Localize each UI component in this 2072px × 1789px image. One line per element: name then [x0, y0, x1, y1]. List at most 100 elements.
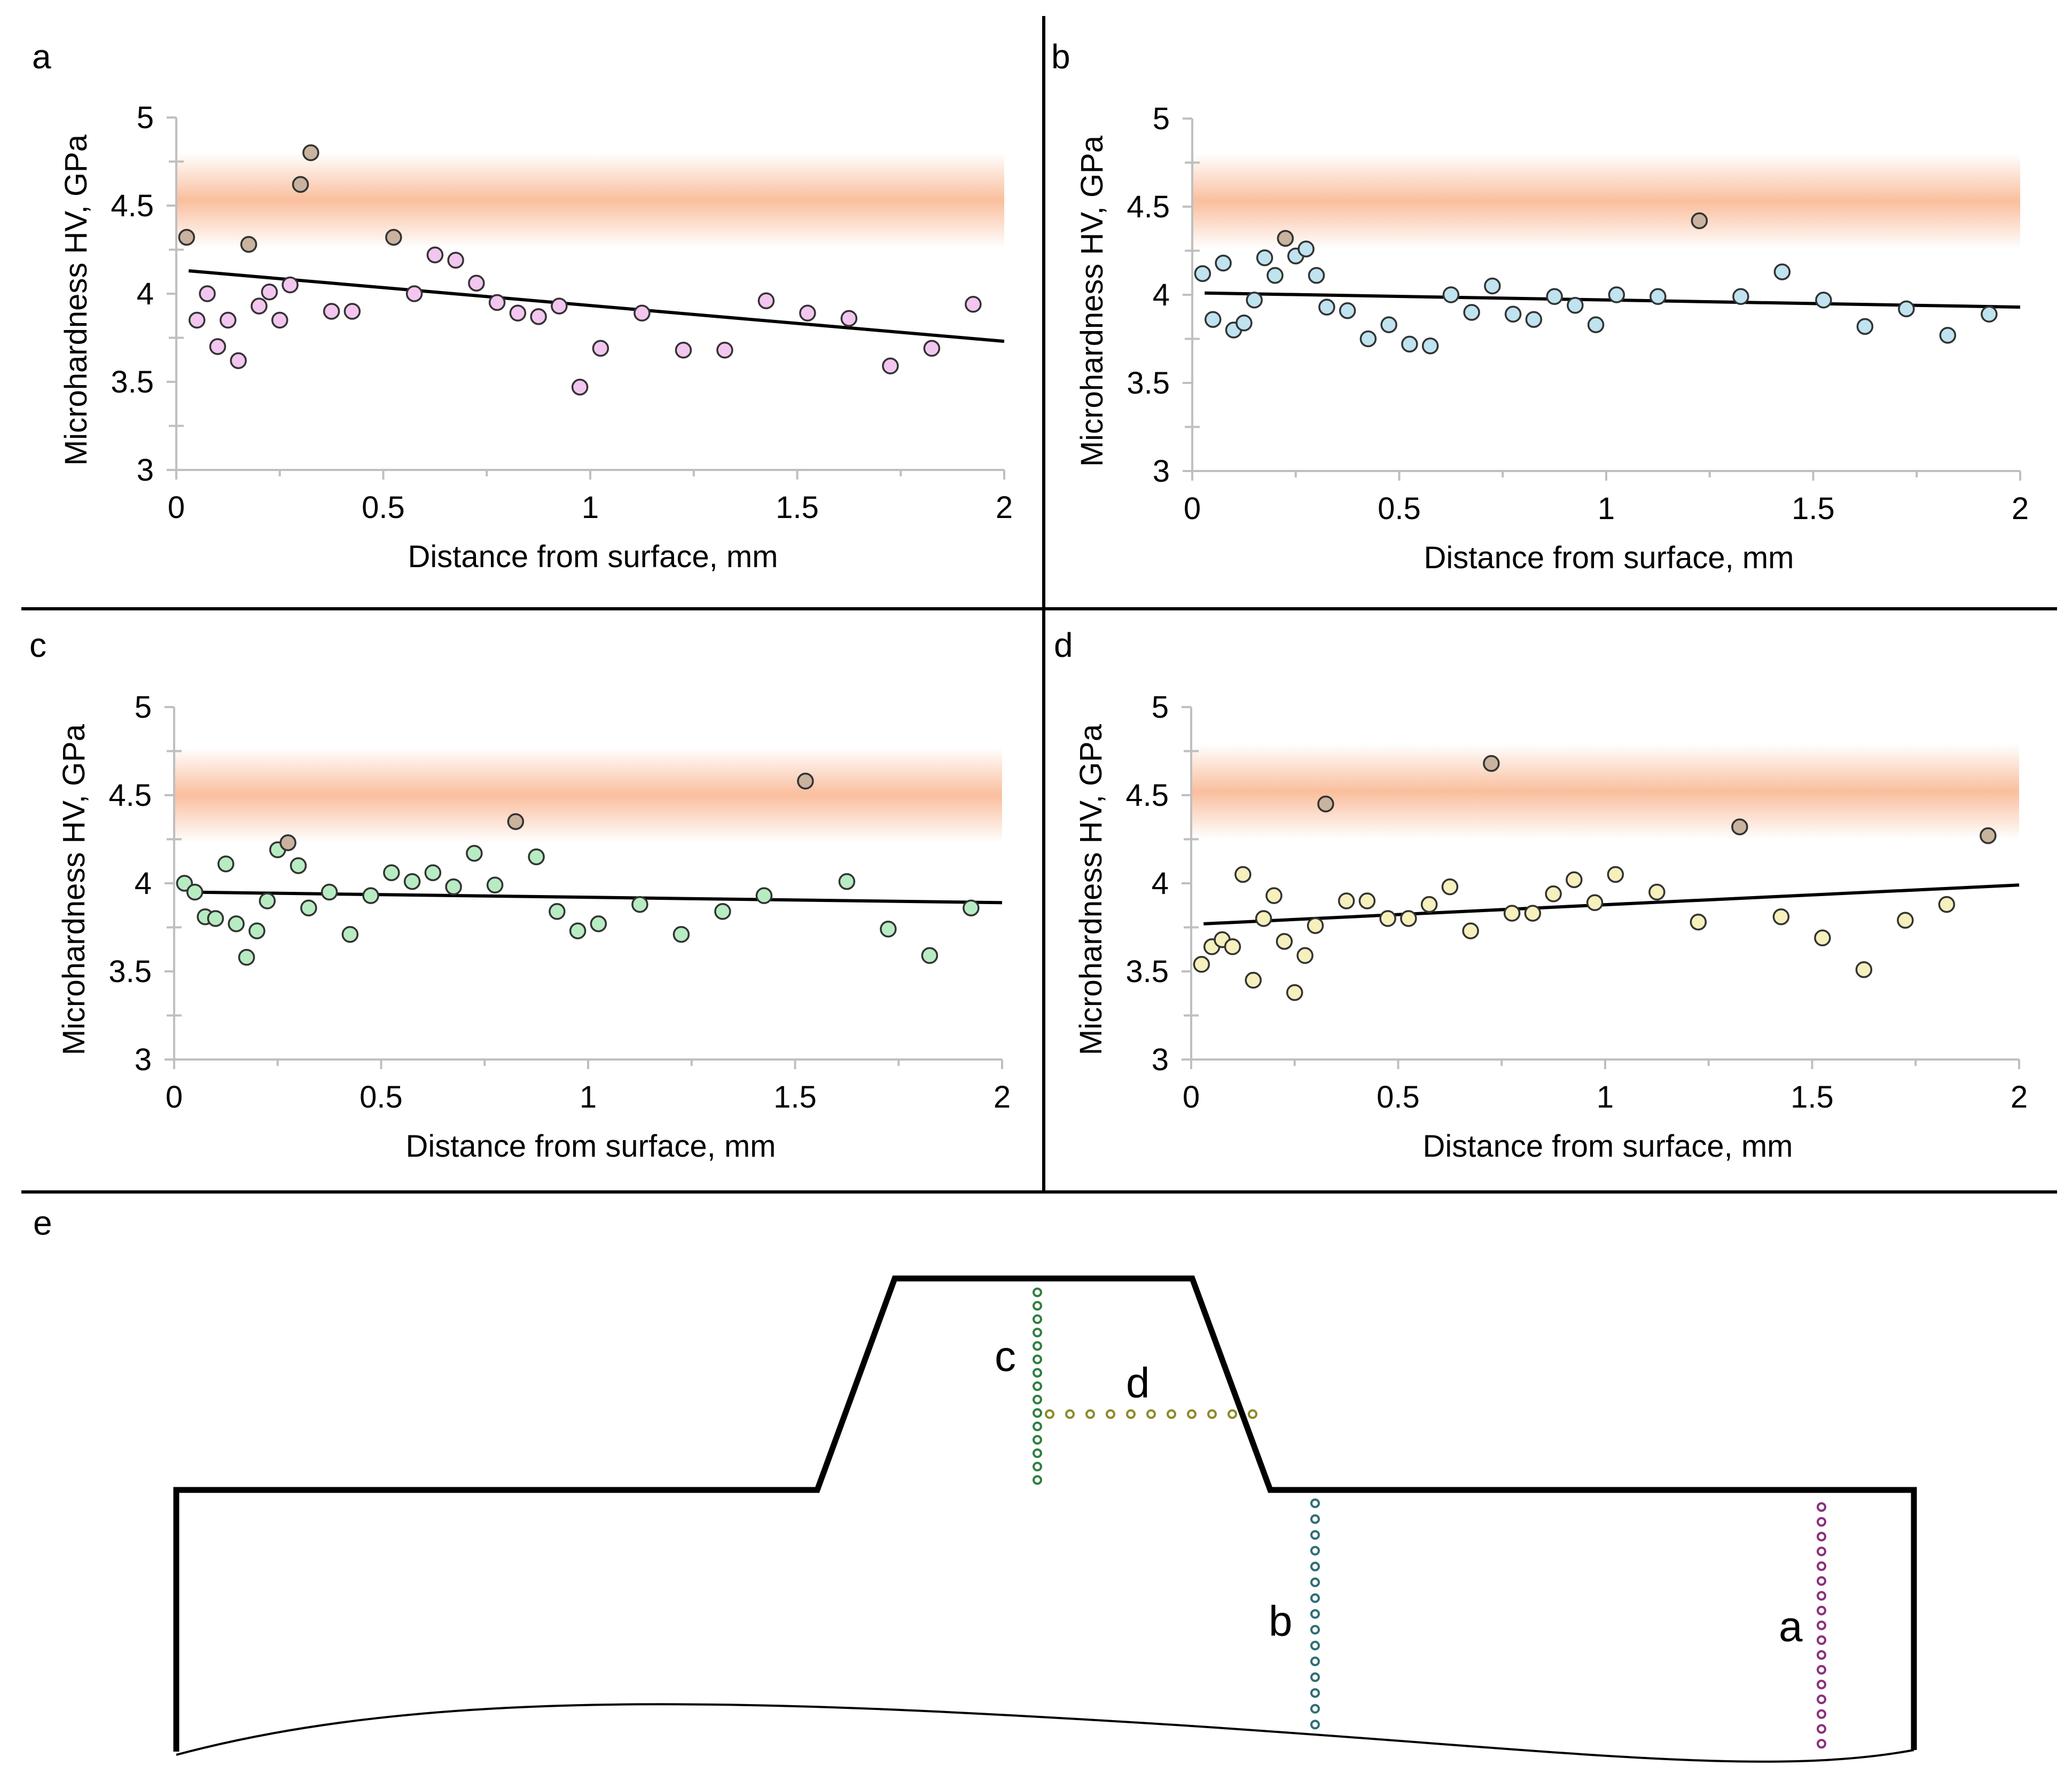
data-point	[923, 340, 941, 357]
data-point	[1503, 905, 1521, 922]
data-point	[592, 340, 609, 357]
y-axis-title: Microhardness HV, GPa	[57, 724, 91, 1055]
data-point	[1898, 300, 1915, 318]
data-point	[1608, 286, 1625, 303]
panel-letter-c: c	[29, 626, 46, 664]
data-point	[1379, 910, 1396, 927]
indent-dot	[1817, 1502, 1826, 1512]
data-point	[1566, 871, 1583, 889]
data-point	[528, 848, 545, 866]
indent-line-d	[1045, 1409, 1257, 1419]
indent-dot	[1817, 1576, 1826, 1586]
data-point	[1277, 230, 1294, 247]
indent-dot	[1310, 1672, 1320, 1682]
y-tick-label: 4.5	[1125, 778, 1169, 813]
data-point	[1524, 905, 1542, 922]
data-point	[571, 379, 589, 396]
x-tick-label: 1	[580, 1080, 597, 1115]
indent-dot	[1310, 1609, 1320, 1619]
data-point	[880, 921, 897, 938]
data-point	[1308, 266, 1325, 284]
data-point	[1401, 335, 1418, 353]
data-point	[323, 303, 340, 320]
data-point	[209, 338, 226, 355]
data-point	[189, 311, 206, 329]
indent-dot	[1187, 1409, 1197, 1419]
data-point	[1339, 302, 1356, 319]
x-tick-label: 0	[1183, 1080, 1200, 1115]
diagram-label-d: d	[1126, 1359, 1150, 1407]
y-tick-label: 4	[1153, 278, 1170, 312]
data-point	[1587, 316, 1605, 333]
indent-dot	[1817, 1680, 1826, 1690]
x-tick-label: 0.5	[359, 1080, 403, 1115]
data-point	[251, 297, 268, 315]
panel-letter-e: e	[33, 1204, 52, 1242]
data-point	[1318, 299, 1335, 316]
y-tick-label: 3	[1152, 1042, 1169, 1077]
data-point	[1359, 330, 1377, 348]
data-point	[1463, 304, 1480, 321]
indent-dot	[1817, 1620, 1826, 1630]
x-tick-label: 2	[2011, 1080, 2028, 1115]
data-point	[466, 845, 483, 862]
data-point	[1193, 956, 1210, 973]
data-point	[799, 304, 816, 322]
reference-band	[174, 747, 1002, 843]
y-tick-label: 3.5	[1127, 366, 1170, 401]
indent-dot	[1817, 1650, 1826, 1660]
data-point	[675, 341, 692, 359]
trend-line	[1203, 883, 2020, 925]
x-tick-label: 0.5	[1377, 1080, 1420, 1115]
indent-dot	[1817, 1739, 1826, 1749]
data-point	[405, 285, 423, 302]
data-point	[230, 352, 247, 370]
data-point	[530, 308, 547, 325]
data-point	[1296, 947, 1313, 964]
indent-dot	[1310, 1498, 1320, 1508]
data-point	[590, 915, 607, 932]
data-point	[1731, 818, 1748, 836]
x-tick-label: 1.5	[773, 1080, 817, 1115]
data-point	[1691, 212, 1708, 230]
indent-dot	[1033, 1394, 1042, 1404]
data-point	[840, 310, 858, 327]
specimen-outline	[173, 1275, 1917, 1752]
data-point	[569, 922, 587, 939]
x-tick-label: 0	[1184, 491, 1201, 526]
data-point	[261, 283, 278, 301]
diagram-label-b: b	[1269, 1597, 1293, 1645]
data-point	[1690, 913, 1707, 931]
data-point	[549, 903, 566, 920]
x-tick-label: 1.5	[1790, 1080, 1834, 1115]
data-point	[1938, 896, 1956, 913]
data-point	[1266, 266, 1284, 284]
chart-panel-b: b 3 3.5 4 4.5 5 0 0.5 1 1.5 2 Distance from surface…	[1051, 37, 2029, 575]
x-tick-label: 0.5	[1378, 491, 1421, 526]
data-point	[1648, 883, 1666, 901]
panel-letter-b: b	[1051, 37, 1070, 76]
data-point	[424, 864, 442, 881]
indent-dot	[1817, 1694, 1826, 1705]
y-tick-label: 4	[1152, 866, 1169, 901]
data-point	[1307, 917, 1324, 934]
x-tick-label: 1.5	[776, 490, 819, 525]
indent-dot	[1227, 1409, 1237, 1419]
indent-dot	[1033, 1462, 1042, 1472]
data-point	[1234, 866, 1252, 883]
indent-dot	[1310, 1593, 1320, 1603]
data-point	[1815, 292, 1832, 309]
data-point	[634, 304, 651, 322]
x-axis-title: Distance from surface, mm	[1424, 540, 1794, 575]
data-point	[755, 887, 773, 904]
data-point	[1897, 912, 1914, 929]
diagram-label-a: a	[1779, 1603, 1803, 1650]
indent-dot	[1106, 1409, 1115, 1419]
indent-line-a	[1817, 1502, 1826, 1749]
data-point	[1205, 311, 1222, 328]
data-point	[341, 925, 359, 943]
data-point	[488, 294, 506, 311]
data-point	[1586, 894, 1604, 912]
data-point	[1442, 286, 1460, 303]
data-point	[362, 887, 379, 904]
